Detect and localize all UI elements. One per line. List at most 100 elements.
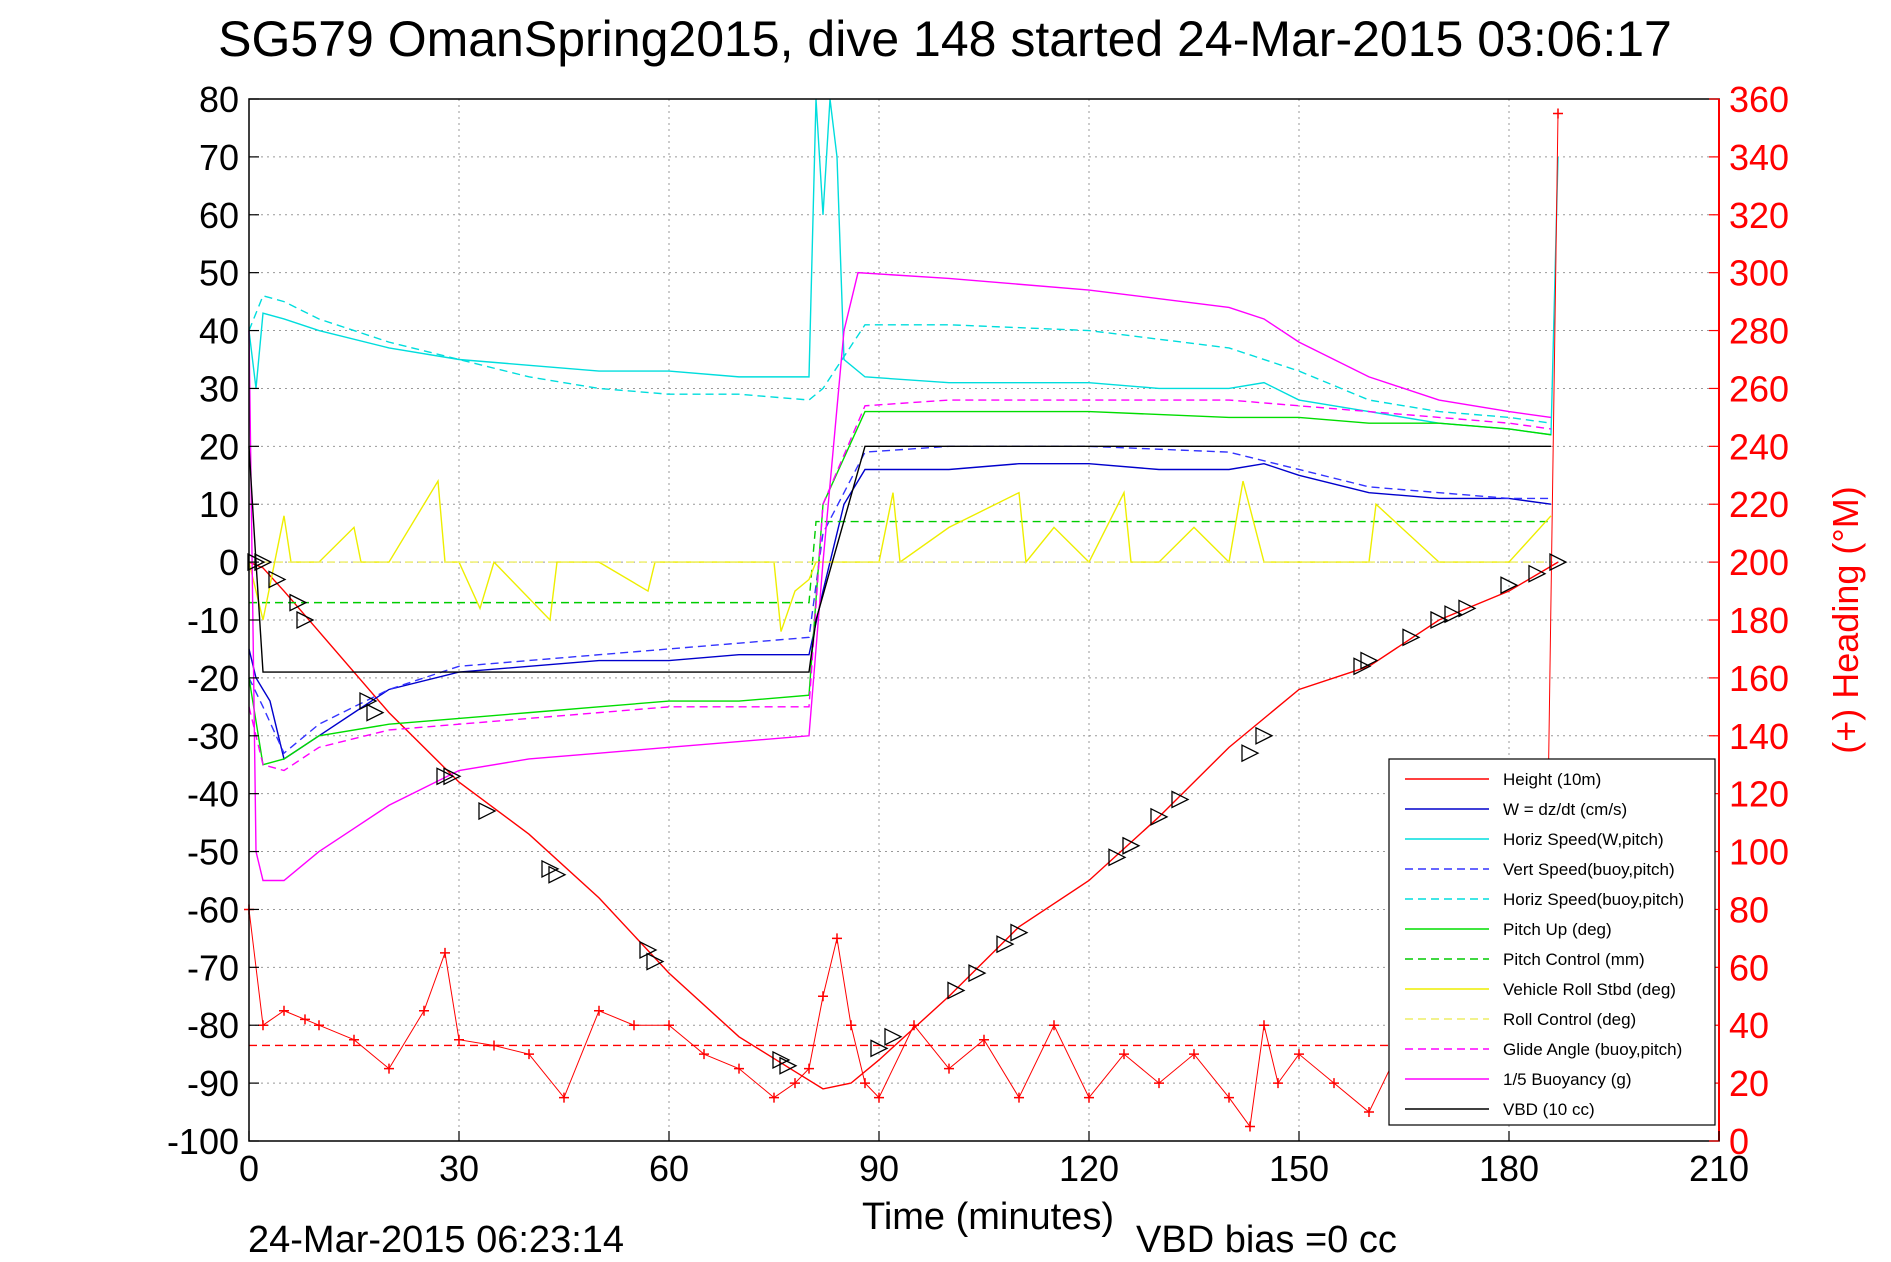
series-line-7 bbox=[248, 478, 1552, 632]
height-marker bbox=[947, 981, 966, 1000]
y-tick-label: -100 bbox=[167, 1121, 239, 1162]
height-marker bbox=[1430, 610, 1449, 630]
heading-trace bbox=[248, 113, 1559, 1128]
height-marker bbox=[1444, 605, 1463, 624]
height-marker bbox=[1402, 628, 1421, 647]
x-tick-label: 120 bbox=[1059, 1148, 1119, 1189]
y2-tick-label: 220 bbox=[1729, 484, 1789, 525]
height-marker bbox=[1458, 599, 1477, 618]
series-layer bbox=[244, 98, 1563, 1132]
y-tick-label: 80 bbox=[199, 79, 239, 120]
y-tick-label: 40 bbox=[199, 311, 239, 352]
height-marker bbox=[1241, 744, 1260, 763]
y-tick-label: 60 bbox=[199, 195, 239, 236]
y-tick-label: 50 bbox=[199, 253, 239, 294]
y2-tick-label: 340 bbox=[1729, 137, 1789, 178]
height-marker bbox=[870, 1039, 889, 1058]
series-line-9 bbox=[248, 399, 1552, 772]
y-tick-label: -70 bbox=[187, 947, 239, 988]
y-tick-label: -30 bbox=[187, 716, 239, 757]
y2-tick-label: 100 bbox=[1729, 832, 1789, 873]
x-tick-label: 180 bbox=[1479, 1148, 1539, 1189]
y-axis-label-right: (+) Heading (°M) bbox=[1825, 486, 1866, 753]
y-tick-label: -40 bbox=[187, 774, 239, 815]
y-tick-label: -90 bbox=[187, 1063, 239, 1104]
y-axis-ticks-right: 3603403203002802602402202001801601401201… bbox=[1709, 79, 1789, 1162]
y-tick-label: 70 bbox=[199, 137, 239, 178]
y2-tick-label: 120 bbox=[1729, 774, 1789, 815]
legend-box bbox=[1388, 758, 1716, 1126]
y2-tick-label: 200 bbox=[1729, 542, 1789, 583]
footer-vbd-bias: VBD bias =0 cc bbox=[1136, 1219, 1397, 1261]
series-line-2 bbox=[248, 98, 1559, 436]
y2-tick-label: 160 bbox=[1729, 658, 1789, 699]
y2-tick-label: 280 bbox=[1729, 311, 1789, 352]
y2-tick-label: 80 bbox=[1729, 889, 1769, 930]
height-marker bbox=[779, 1056, 798, 1075]
y2-tick-label: 260 bbox=[1729, 368, 1789, 409]
height-marker bbox=[772, 1050, 791, 1070]
series-line-1 bbox=[248, 462, 1552, 761]
x-tick-label: 150 bbox=[1269, 1148, 1329, 1189]
x-tick-label: 90 bbox=[859, 1148, 899, 1189]
height-marker bbox=[247, 553, 266, 572]
x-tick-label: 30 bbox=[439, 1148, 479, 1189]
height-marker bbox=[1500, 576, 1519, 595]
legend-entry: Pitch Control (mm) bbox=[1503, 950, 1645, 969]
legend-entry: Pitch Up (deg) bbox=[1503, 920, 1612, 939]
y-tick-label: 10 bbox=[199, 484, 239, 525]
height-markers bbox=[247, 553, 1568, 1075]
y-axis-ticks-left: 80 70 60 50 40 30 20 10 0 -10 -20 -30 -40 -50 -60 -70 -8… bbox=[167, 79, 259, 1162]
series-line-6 bbox=[249, 520, 1551, 604]
height-marker bbox=[884, 1027, 903, 1046]
y2-tick-label: 40 bbox=[1729, 1005, 1769, 1046]
legend-entry: Roll Control (deg) bbox=[1503, 1010, 1636, 1029]
legend-entry: Vert Speed(buoy,pitch) bbox=[1503, 860, 1675, 879]
legend-entry: Height (10m) bbox=[1503, 770, 1601, 789]
y2-tick-label: 20 bbox=[1729, 1063, 1769, 1104]
height-marker bbox=[1171, 790, 1190, 809]
x-tick-label: 0 bbox=[239, 1148, 259, 1189]
y2-tick-label: 240 bbox=[1729, 426, 1789, 467]
y-tick-label: 0 bbox=[219, 542, 239, 583]
height-marker bbox=[443, 767, 462, 786]
height-marker bbox=[1010, 923, 1029, 942]
height-marker bbox=[1108, 848, 1127, 867]
legend-entry: 1/5 Buoyancy (g) bbox=[1503, 1070, 1632, 1089]
y2-tick-label: 360 bbox=[1729, 79, 1789, 120]
y-tick-label: 30 bbox=[199, 368, 239, 409]
y2-tick-label: 0 bbox=[1729, 1121, 1749, 1162]
series-line-5 bbox=[248, 410, 1552, 766]
y2-tick-label: 320 bbox=[1729, 195, 1789, 236]
y-tick-label: 20 bbox=[199, 426, 239, 467]
legend-entry: VBD (10 cc) bbox=[1503, 1100, 1595, 1119]
legend: Height (10m) W = dz/dt (cm/s) Horiz Speed(… bbox=[1388, 758, 1716, 1126]
y-tick-label: -60 bbox=[187, 889, 239, 930]
height-marker bbox=[436, 767, 455, 786]
legend-entry: Horiz Speed(W,pitch) bbox=[1503, 830, 1664, 849]
y2-tick-label: 60 bbox=[1729, 947, 1769, 988]
height-marker bbox=[1255, 726, 1274, 745]
height-marker bbox=[548, 865, 567, 884]
x-axis-label: Time (minutes) bbox=[862, 1196, 1114, 1238]
height-marker bbox=[1353, 657, 1372, 676]
legend-entry: Horiz Speed(buoy,pitch) bbox=[1503, 890, 1684, 909]
height-marker bbox=[478, 801, 497, 821]
height-marker bbox=[1122, 836, 1141, 855]
height-marker bbox=[1528, 564, 1547, 583]
footer-timestamp: 24-Mar-2015 06:23:14 bbox=[248, 1219, 624, 1261]
height-marker bbox=[968, 964, 987, 983]
chart-title: SG579 OmanSpring2015, dive 148 started 2… bbox=[218, 11, 1672, 67]
y-tick-label: -20 bbox=[187, 658, 239, 699]
height-marker bbox=[1549, 553, 1568, 572]
series-line-3 bbox=[248, 445, 1551, 755]
x-tick-label: 210 bbox=[1689, 1148, 1749, 1189]
height-marker bbox=[1150, 807, 1169, 826]
height-marker bbox=[289, 593, 308, 612]
height-marker bbox=[996, 935, 1015, 954]
height-marker bbox=[1360, 651, 1379, 670]
x-axis-ticks: 0 30 60 90 120 150 180 210 bbox=[239, 1131, 1749, 1189]
legend-entry: Glide Angle (buoy,pitch) bbox=[1503, 1040, 1682, 1059]
legend-entry: Vehicle Roll Stbd (deg) bbox=[1503, 980, 1676, 999]
